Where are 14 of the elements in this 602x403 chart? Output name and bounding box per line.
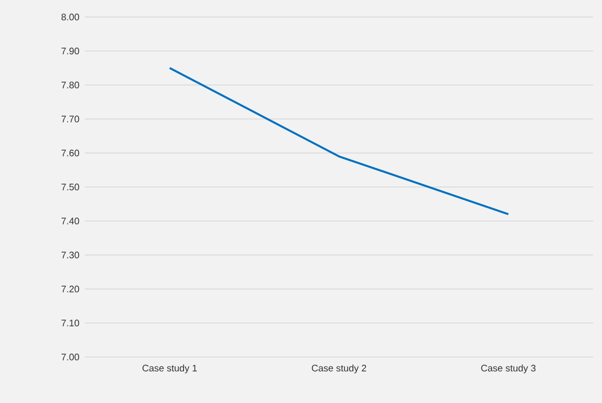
y-tick-label: 7.60 [62,150,80,156]
y-tick-label: 7.50 [62,184,80,190]
y-tick-label: 7.30 [62,252,80,258]
x-tick-label: Case study 2 [312,364,366,374]
y-tick-label: 7.70 [62,116,80,122]
y-tick-label: 8.00 [61,14,80,20]
x-tick-label: Case study 1 [142,364,197,374]
y-tick-label: 7.00 [62,354,80,360]
y-tick-label: 7.10 [62,320,80,326]
x-tick-label: Case study 3 [481,364,536,374]
y-tick-label: 7.90 [62,48,80,54]
y-tick-label: 7.20 [62,286,80,292]
y-tick-label: 7.40 [62,218,80,224]
y-tick-label: 7.80 [62,82,80,88]
